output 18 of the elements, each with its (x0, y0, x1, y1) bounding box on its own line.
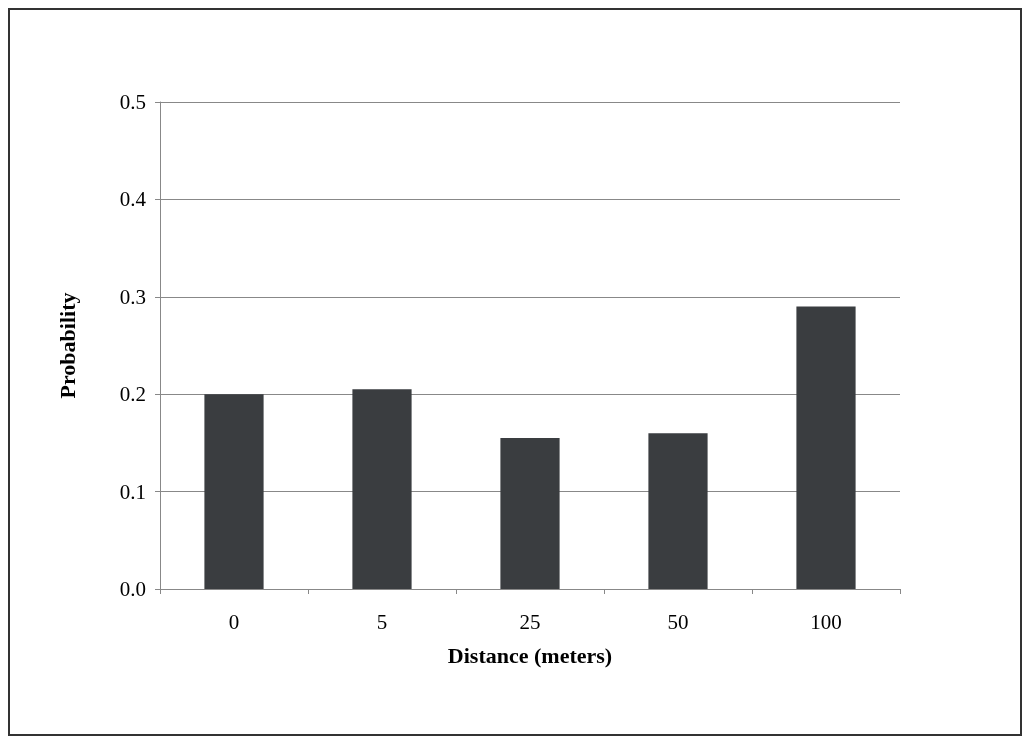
x-tick-label: 0 (228, 609, 240, 634)
bar (796, 306, 856, 589)
x-tick-label: 25 (519, 609, 541, 634)
y-tick-label: 0.1 (119, 479, 146, 504)
x-axis-title: Distance (meters) (447, 642, 613, 668)
y-tick-label: 0.4 (119, 187, 147, 212)
bar (648, 433, 708, 589)
y-tick-label: 0.2 (119, 382, 146, 407)
bar (500, 438, 560, 589)
y-tick-label: 0.5 (119, 90, 146, 114)
y-tick-label: 0.3 (119, 284, 146, 309)
x-tick-label: 5 (376, 609, 388, 634)
y-tick-label: 0.0 (119, 577, 146, 601)
x-tick-label: 100 (810, 609, 842, 634)
bar (352, 389, 412, 589)
y-axis-title: Probability (54, 292, 80, 399)
bar (204, 394, 264, 589)
x-tick-label: 50 (667, 609, 689, 634)
